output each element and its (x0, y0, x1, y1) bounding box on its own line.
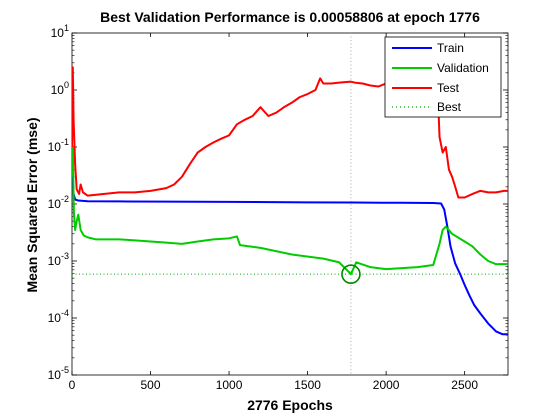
chart-title: Best Validation Performance is 0.0005880… (100, 9, 480, 25)
legend-label-test: Test (437, 81, 460, 95)
legend-label-train: Train (437, 41, 464, 55)
series-line-validation (72, 146, 508, 276)
x-tick-label: 1000 (216, 378, 243, 392)
y-tick-label: 101 (51, 23, 69, 40)
x-tick-label: 1500 (294, 378, 321, 392)
legend-label-best: Best (437, 100, 462, 114)
x-tick-label: 2500 (451, 378, 478, 392)
series-line-test (72, 66, 508, 199)
y-tick-label: 10-4 (48, 308, 69, 325)
y-tick-label: 10-1 (48, 137, 69, 154)
y-tick-label: 100 (51, 80, 69, 97)
x-tick-label: 500 (141, 378, 161, 392)
best-point-marker (341, 264, 361, 284)
y-tick-label: 10-5 (48, 365, 69, 382)
x-tick-label: 2000 (373, 378, 400, 392)
legend: Train Validation Test Best (384, 36, 502, 118)
legend-label-validation: Validation (437, 61, 489, 75)
x-axis-label: 2776 Epochs (247, 397, 333, 413)
y-axis-label: Mean Squared Error (mse) (24, 117, 40, 292)
y-tick-label: 10-3 (48, 251, 69, 268)
legend-box (384, 36, 502, 118)
x-tick-label: 0 (69, 378, 76, 392)
series-line-train (72, 146, 508, 336)
y-tick-label: 10-2 (48, 194, 69, 211)
